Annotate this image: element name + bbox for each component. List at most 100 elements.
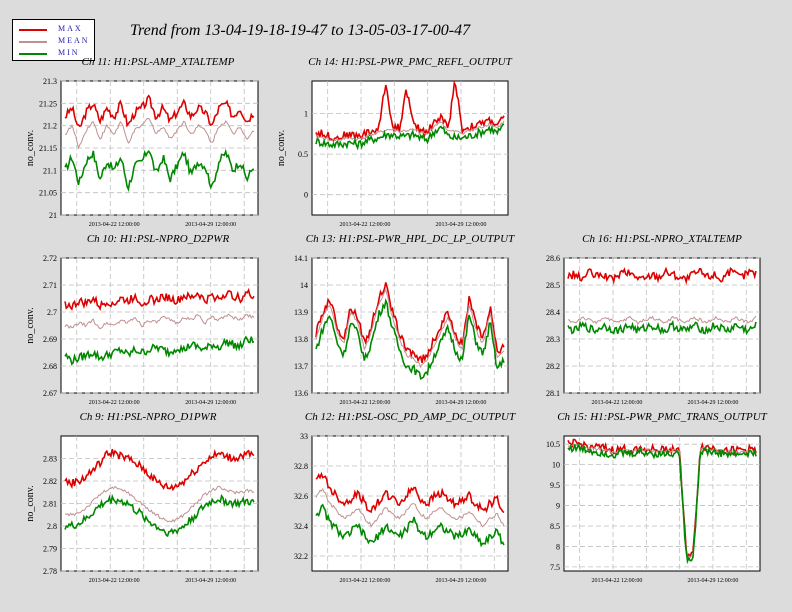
ytick-label: 2.79 [43,545,57,554]
chart-panel-4: 28.1 28.2 28.3 28.4 28.5 28.6 2013-04-22 12:00… [546,233,761,406]
ytick-label: 28.6 [546,254,560,263]
ytick-label: 8 [556,542,560,551]
ytick-label: 2.78 [43,567,57,576]
series-line-min [315,297,505,381]
legend-swatch-min [19,53,47,55]
ytick-label: 28.5 [546,281,560,290]
series-line-max [567,438,757,561]
legend: MAX MEAN MIN [12,19,95,61]
ytick-label: 13.8 [294,335,308,344]
series-group [315,282,505,381]
ytick-label: 2.82 [43,477,57,486]
xtick-label: 2013-04-29 12:00:00 [436,400,487,406]
ytick-label: 13.6 [294,389,308,398]
series-line-min [567,319,757,336]
ytick-label: 2.71 [43,281,57,290]
chart-title: Ch 13: H1:PSL-PWR_HPL_DC_LP_OUTPUT [306,233,515,245]
chart-title: Ch 10: H1:PSL-NPRO_D2PWR [87,233,230,245]
ytick-label: 2.8 [47,522,57,531]
ytick-label: 1 [304,109,308,118]
ytick-label: 10 [552,461,560,470]
xtick-label: 2013-04-22 12:00:00 [339,578,390,584]
chart-title: Ch 16: H1:PSL-NPRO_XTALTEMP [582,233,742,245]
xtick-label: 2013-04-22 12:00:00 [89,222,140,228]
chart-panel-7: 7.5 8 8.5 9 9.5 10 10.5 2013-04-22 12:00:00 2013… [546,411,768,584]
ytick-label: 32.2 [294,552,308,561]
legend-item-mean: MEAN [13,36,96,48]
chart-title: Ch 14: H1:PSL-PWR_PMC_REFL_OUTPUT [308,56,512,68]
xtick-label: 2013-04-22 12:00:00 [339,222,390,228]
xtick-label: 2013-04-22 12:00:00 [89,578,140,584]
chart-title: Ch 15: H1:PSL-PWR_PMC_TRANS_OUTPUT [557,411,767,423]
ytick-label: 21.05 [39,189,57,198]
ytick-label: 21 [49,211,57,220]
series-line-max [64,448,255,492]
y-axis-label: no_conv. [25,130,36,166]
ytick-label: 14.1 [294,254,308,263]
series-line-mean [315,289,505,369]
chart-title: Ch 9: H1:PSL-NPRO_D1PWR [80,411,217,423]
ytick-label: 2.67 [43,389,57,398]
series-group [567,266,757,336]
legend-label-max: MAX [58,24,83,33]
legend-label-mean: MEAN [58,36,90,45]
ytick-label: 21.25 [39,99,57,108]
chart-panel-3: 13.6 13.7 13.8 13.9 14 14.1 2013-04-22 12:00:0… [294,233,515,406]
series-line-mean [315,120,505,142]
series-line-mean [64,118,255,150]
chart-panel-1: 0 0.5 1 2013-04-22 12:00:00 2013-04-29 12:00… [276,56,513,228]
series-line-max [64,287,255,312]
legend-label-min: MIN [58,48,80,57]
series-line-min [315,123,505,151]
chart-panel-0: 21 21.05 21.1 21.15 21.2 21.25 21.3 2013-04-22 … [25,56,259,228]
ytick-label: 14 [300,281,308,290]
ytick-label: 28.4 [546,308,560,317]
legend-item-min: MIN [13,48,96,60]
ytick-label: 9 [556,502,560,511]
xtick-label: 2013-04-29 12:00:00 [185,222,236,228]
ytick-label: 21.1 [43,166,57,175]
chart-panel-5: 2.78 2.79 2.8 2.81 2.82 2.83 2013-04-22 12:00:… [25,411,259,584]
y-axis-label: no_conv. [25,307,36,343]
ytick-label: 28.1 [546,389,560,398]
series-line-max [315,81,505,142]
xtick-label: 2013-04-29 12:00:00 [436,222,487,228]
series-line-max [64,94,255,128]
ytick-label: 33 [300,432,308,441]
plot-area [563,435,761,572]
ytick-label: 2.68 [43,362,57,371]
ytick-label: 32.4 [294,522,308,531]
legend-swatch-max [19,29,47,31]
ytick-label: 8.5 [550,522,560,531]
ytick-label: 32.6 [294,492,308,501]
series-group [567,438,757,565]
series-line-min [567,442,757,565]
y-axis-label: no_conv. [25,485,36,521]
xtick-label: 2013-04-29 12:00:00 [688,400,739,406]
ytick-label: 0 [304,191,308,200]
plot-area [563,257,761,394]
xtick-label: 2013-04-29 12:00:00 [688,578,739,584]
series-group [64,94,255,192]
ytick-label: 2.72 [43,254,57,263]
series-group [315,471,505,548]
series-line-max [315,282,505,364]
ytick-label: 21.3 [43,77,57,86]
ytick-label: 13.7 [294,362,308,371]
ytick-label: 13.9 [294,308,308,317]
ytick-label: 0.5 [298,150,308,159]
ytick-label: 28.3 [546,335,560,344]
series-line-max [315,471,505,514]
chart-panel-6: 32.2 32.4 32.6 32.8 33 2013-04-22 12:00:00 201… [294,411,516,584]
ytick-label: 32.8 [294,462,308,471]
series-line-min [64,148,255,192]
chart-title: Ch 11: H1:PSL-AMP_XTALTEMP [82,56,235,68]
series-line-mean [315,487,505,529]
series-line-min [64,493,255,538]
chart-title: Ch 12: H1:PSL-OSC_PD_AMP_DC_OUTPUT [305,411,516,423]
ytick-label: 21.2 [43,122,57,131]
y-axis-label: no_conv. [276,130,287,166]
xtick-label: 2013-04-29 12:00:00 [185,578,236,584]
ytick-label: 28.2 [546,362,560,371]
